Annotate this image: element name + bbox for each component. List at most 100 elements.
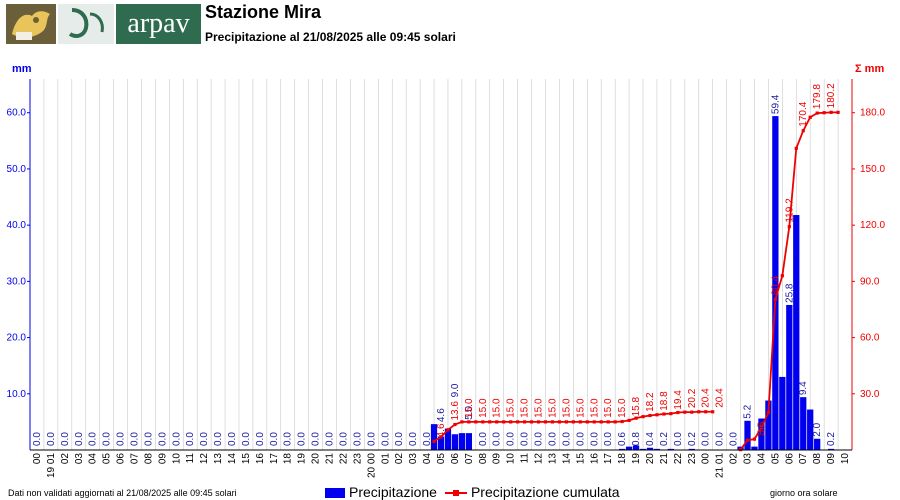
legend-line-swatch [444,488,467,498]
cumulative-value-label: 15.0 [575,398,586,418]
precipitation-bar [827,448,835,450]
cumulative-value-label: 15.0 [520,398,531,418]
x-tick-label: 09 [492,453,503,465]
bar-value-label: 5.2 [743,404,754,418]
cumulative-point [780,274,784,278]
y-left-tick-label: 60.0 [7,108,27,119]
y-left-tick-label: 20.0 [7,333,27,344]
footer-note: Dati non validati aggiornati al 21/08/20… [8,488,237,498]
bar-value-label: 0.0 [366,432,377,446]
logo-group: arpav [6,4,201,44]
cumulative-value-label: 5.6 [756,421,767,435]
cumulative-value-label: 119.2 [784,198,795,223]
cumulative-value-label: 179.8 [812,84,823,109]
cumulative-value-label: 15.0 [617,398,628,418]
x-tick-label: 03 [74,453,85,465]
cumulative-point [676,410,680,415]
cumulative-point [446,428,450,432]
cumulative-value-label: 4.6 [436,423,447,437]
bar-value-label: 0.0 [157,432,168,446]
cumulative-point [704,410,708,414]
bar-value-label: 9.4 [798,381,809,395]
cumulative-point [502,420,506,424]
bar-value-label: 0.2 [659,432,670,446]
cumulative-point [627,418,631,422]
cumulative-point [474,420,478,424]
bar-value-label: 0.0 [74,432,85,446]
cumulative-value-label: 15.0 [547,398,558,418]
chart-axes: 10.020.030.040.050.060.030.060.090.0120.… [7,63,886,478]
precipitation-bar [765,400,772,450]
x-tick-label: 20 [311,453,322,465]
x-tick-label: 11 [520,453,531,464]
bar-value-label: 0.0 [338,432,349,446]
precipitation-bar [465,433,472,450]
cumulative-point [481,420,485,424]
precipitation-bar [653,448,661,450]
x-tick-label: 08 [143,453,154,465]
cumulative-point [606,420,610,424]
bar-value-label: 2.0 [756,422,767,436]
cumulative-point [669,412,673,416]
precipitation-bar [444,428,452,450]
x-tick-label: 19 [631,453,642,465]
bar-value-label: 9.0 [450,383,461,397]
precipitation-bar [779,376,786,450]
cumulative-value-label: 20.4 [715,388,726,408]
bar-value-label: 0.6 [617,432,628,446]
legend-bar-swatch [325,488,345,499]
x-tick-label: 16 [589,453,600,465]
cumulative-point [488,420,492,424]
x-tick-label: 13 [213,453,224,465]
cumulative-point [592,420,596,424]
cumulative-point [655,413,659,417]
cumulative-value-label: 80.4 [770,275,781,295]
y-left-tick-label: 50.0 [7,164,27,175]
cumulative-point [432,439,436,443]
cumulative-point [620,419,624,424]
cumulative-point [634,416,638,420]
cumulative-point [467,420,471,424]
bar-value-label: 0.0 [715,432,726,446]
cumulative-point [564,420,568,424]
x-tick-label: 00 [32,453,43,465]
y-right-tick-label: 90.0 [860,276,880,287]
legend-line-label: Precipitazione cumulata [470,484,620,500]
bar-value-label: 0.2 [687,432,698,446]
x-tick-label: 23 [687,453,698,465]
x-tick-label: 14 [561,453,572,465]
cumulative-point [585,420,589,424]
x-tick-label: 05 [770,453,781,465]
x-tick-label: 14 [227,453,238,465]
cumulative-point [516,420,520,424]
bar-value-label: 0.0 [143,432,154,446]
chart-labels: 0.0 0.0 0.0 0.0 0.0 0.0 0.0 0.0 0.0 0.0 0.0 0.0 0.0 0… [32,83,837,446]
y-right-axis-title: Σ mm [855,63,884,75]
precipitation-bar [814,438,821,450]
precipitation-bar [800,397,807,450]
bar-value-label: 0.0 [102,432,113,446]
cumulative-point [578,420,582,424]
bar-value-label: 0.0 [603,432,614,446]
precipitation-bar [451,434,459,450]
x-tick-label: 19 01 [46,453,57,478]
arpav-logo: arpav [116,4,201,44]
cumulative-value-label: 20.2 [687,388,698,408]
bar-value-label: 0.0 [297,432,308,446]
x-tick-label: 10 [171,453,182,465]
bar-value-label: 0.0 [116,432,127,446]
bar-value-label: 0.0 [311,432,322,446]
precipitation-bar [430,424,438,450]
cumulative-point [613,420,617,424]
cumulative-point [509,420,513,424]
x-tick-label: 15 [575,453,586,465]
cumulative-point [683,410,687,414]
arpav-mark-icon [58,4,114,44]
cumulative-value-label: 15.0 [603,398,614,418]
bar-value-label: 0.0 [283,432,294,446]
bar-value-label: 4.6 [436,408,447,422]
x-tick-label: 07 [464,453,475,465]
x-tick-label: 06 [116,453,127,465]
y-left-tick-label: 40.0 [7,220,27,231]
y-right-tick-label: 60.0 [860,333,880,344]
